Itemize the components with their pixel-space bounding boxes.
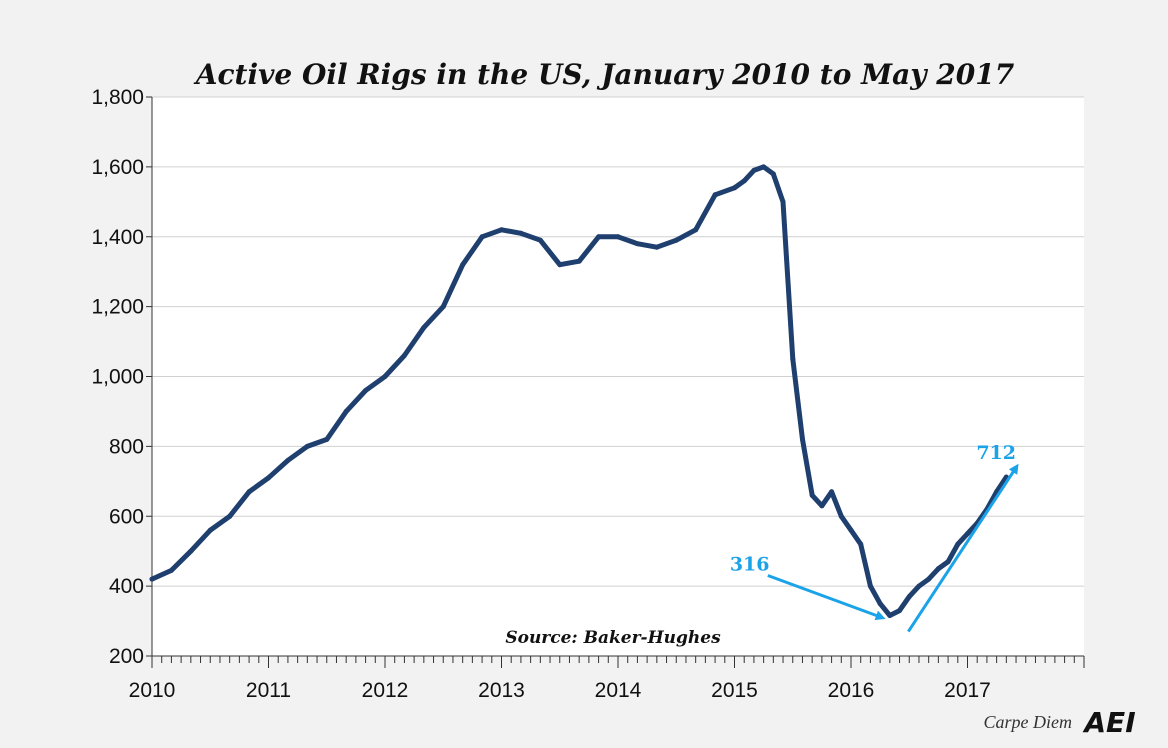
y-tick-label: 800 <box>109 435 144 458</box>
data-point <box>285 457 291 463</box>
axes: 200 400 600 800 1,000 1,200 1,400 1,600 1,800 201… <box>91 86 1085 702</box>
data-point <box>955 541 961 547</box>
data-point <box>848 527 854 533</box>
y-tick-label: 1,400 <box>91 226 144 249</box>
data-point <box>780 199 786 205</box>
data-point <box>693 227 699 233</box>
data-point <box>877 601 883 607</box>
data-point <box>741 178 747 184</box>
series-layer <box>149 164 1009 618</box>
data-point <box>304 443 310 449</box>
data-point <box>829 489 835 495</box>
data-point <box>897 608 902 614</box>
data-point <box>673 237 679 243</box>
data-point <box>266 475 271 481</box>
data-point <box>634 241 640 247</box>
x-tick-label: 2015 <box>711 679 758 702</box>
x-tick-label: 2014 <box>595 679 642 702</box>
y-tick-label: 200 <box>109 645 144 668</box>
data-point <box>751 167 757 173</box>
data-point <box>227 513 233 519</box>
x-tick-label: 2017 <box>944 679 991 702</box>
y-tick-label: 1,000 <box>91 366 144 389</box>
data-point <box>654 244 660 250</box>
data-point <box>440 304 446 310</box>
data-point <box>790 356 796 362</box>
data-point <box>363 388 369 393</box>
data-point <box>343 408 349 414</box>
data-point <box>401 353 407 358</box>
x-tick-label: 2011 <box>246 679 291 702</box>
data-point <box>887 613 893 618</box>
callout-label-high: 712 <box>976 442 1016 464</box>
data-point <box>965 531 970 537</box>
data-point <box>712 192 718 198</box>
data-point <box>460 262 466 268</box>
data-point <box>926 576 932 582</box>
data-point <box>916 583 922 589</box>
y-tick-label: 1,200 <box>91 296 144 319</box>
source-note: Source: Baker-Hughes <box>505 628 721 648</box>
data-point <box>615 234 621 240</box>
x-tick-label: 2010 <box>129 679 176 702</box>
y-tick-label: 400 <box>109 575 144 598</box>
data-point <box>421 325 427 331</box>
y-tick-label: 1,800 <box>91 86 144 109</box>
data-point <box>518 230 524 236</box>
callout-label-low: 316 <box>730 553 770 575</box>
data-point <box>732 185 737 191</box>
data-point <box>867 583 873 589</box>
data-point <box>499 227 504 233</box>
x-tick-label: 2012 <box>362 679 409 702</box>
data-point <box>906 594 912 600</box>
data-point <box>537 237 543 243</box>
data-point <box>149 576 155 582</box>
data-point <box>761 164 767 170</box>
data-point <box>809 492 815 498</box>
data-point <box>858 541 864 547</box>
callout-arrow-low <box>767 574 886 621</box>
data-point <box>576 258 582 264</box>
y-tick-label: 1,600 <box>91 156 144 179</box>
data-point <box>838 513 844 519</box>
data-point <box>246 489 252 495</box>
x-tick-label: 2013 <box>478 679 525 702</box>
chart-title: Active Oil Rigs in the US, January 2010 … <box>193 58 1015 91</box>
data-point <box>382 374 388 379</box>
aei-logo-text: AEI <box>1082 706 1135 739</box>
data-point <box>935 566 941 572</box>
data-point <box>188 548 194 554</box>
callout-arrow-high <box>907 463 1019 633</box>
data-point <box>819 503 825 509</box>
x-tick-label: 2016 <box>828 679 875 702</box>
data-point <box>168 567 174 573</box>
annotations: 316 712 <box>730 442 1019 633</box>
data-point <box>800 436 805 442</box>
data-point <box>596 234 602 240</box>
data-point <box>557 262 563 268</box>
data-point <box>324 436 330 442</box>
data-point <box>207 527 213 533</box>
data-point <box>479 234 485 240</box>
aei-logo: AEI <box>1082 706 1135 739</box>
brand-label: Carpe Diem <box>984 712 1073 732</box>
data-point <box>945 559 951 565</box>
data-point <box>770 171 776 177</box>
branding: Carpe Diem AEI <box>984 706 1136 739</box>
y-tick-label: 600 <box>109 505 144 528</box>
